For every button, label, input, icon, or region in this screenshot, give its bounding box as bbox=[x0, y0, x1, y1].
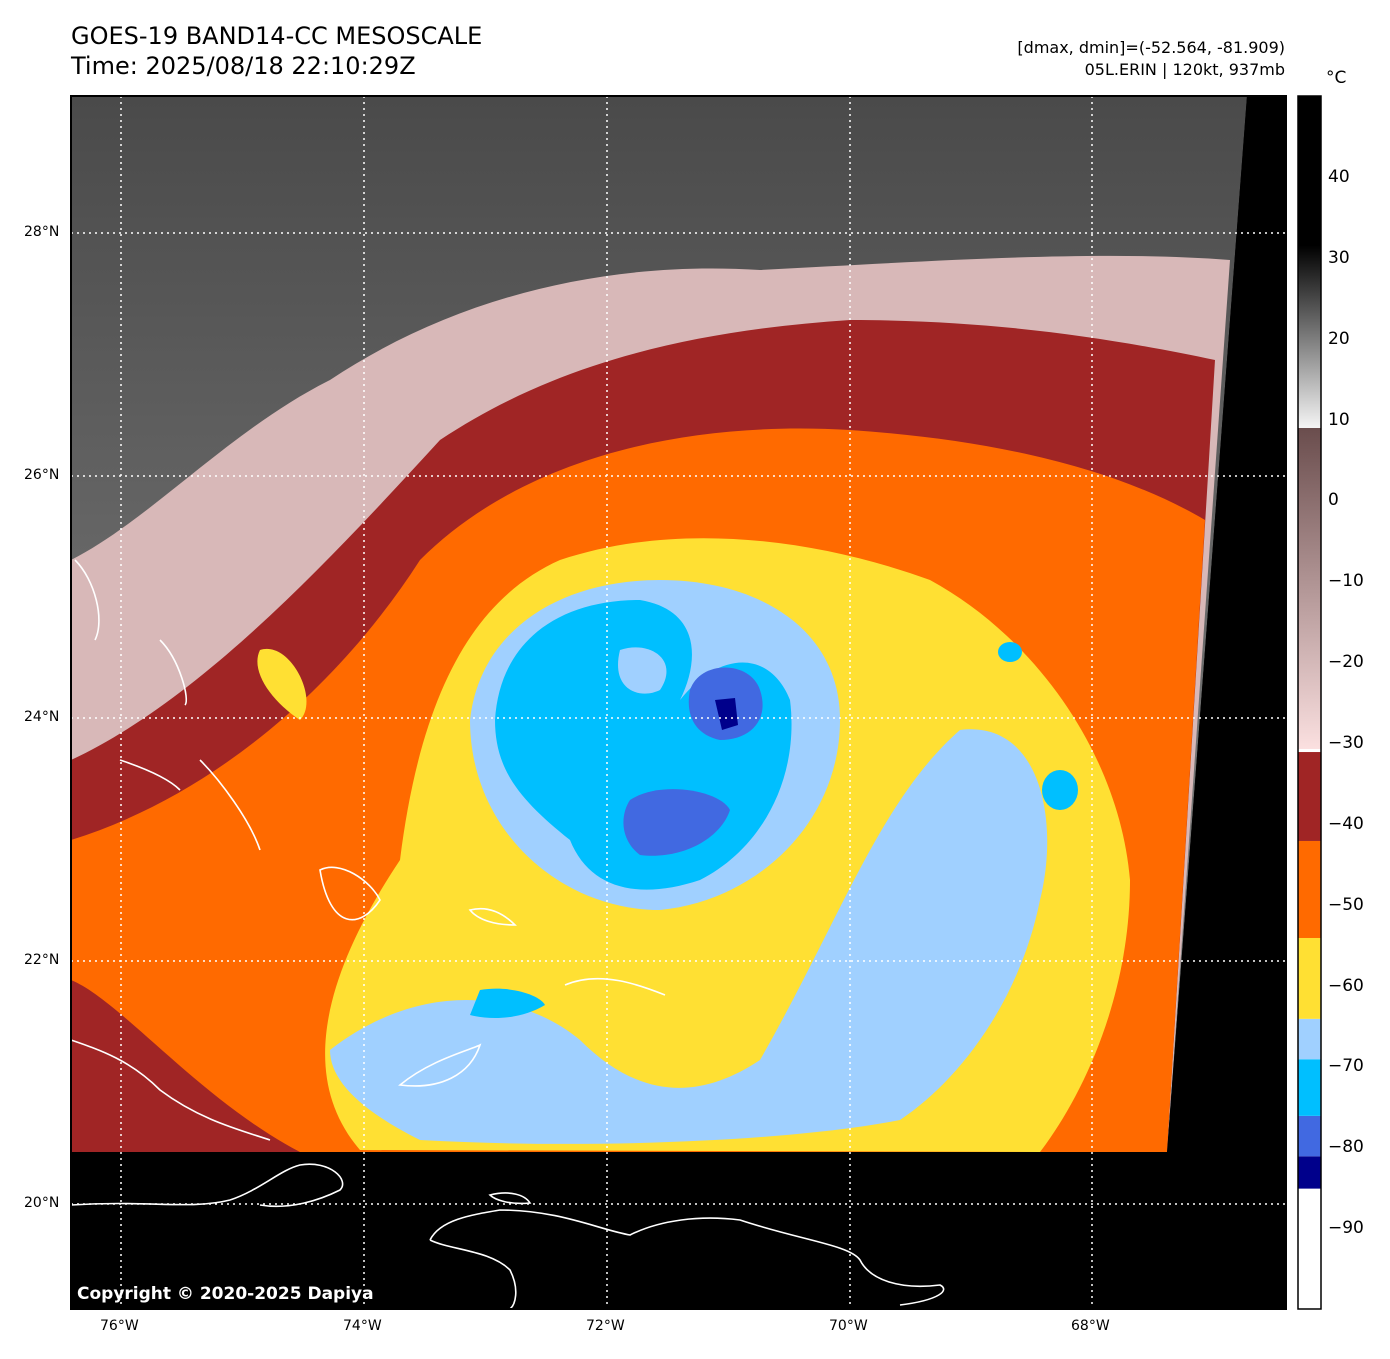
colorbar-tick-label: −20 bbox=[1328, 652, 1364, 673]
colorbar-tick-label: −40 bbox=[1328, 813, 1364, 834]
colorbar-frame bbox=[1297, 95, 1322, 1310]
lat-label: 22°N bbox=[24, 952, 60, 968]
colorbar-segment bbox=[1298, 937, 1321, 1019]
colorbar-tick-label: −50 bbox=[1328, 894, 1364, 915]
colorbar-segment bbox=[1298, 1188, 1321, 1310]
colorbar-segment-gray bbox=[1298, 96, 1321, 428]
chart-title: GOES-19 BAND14-CC MESOSCALE bbox=[71, 22, 483, 50]
colorbar-tick-label: −80 bbox=[1328, 1137, 1364, 1158]
lon-label: 68°W bbox=[1071, 1318, 1110, 1334]
gridlines bbox=[71, 96, 1286, 1309]
colorbar-segment bbox=[1298, 1156, 1321, 1189]
copyright: Copyright © 2020-2025 Dapiya bbox=[77, 1284, 374, 1304]
colorbar-segment bbox=[1298, 840, 1321, 938]
colorbar-tick-label: 40 bbox=[1328, 167, 1350, 187]
colorbar-tick-label: −90 bbox=[1328, 1218, 1364, 1239]
lat-label: 24°N bbox=[24, 709, 60, 725]
colorbar-tick-label: −10 bbox=[1328, 571, 1364, 592]
colorbar-unit: °C bbox=[1326, 68, 1347, 88]
colorbar-tick-label: 10 bbox=[1328, 409, 1350, 430]
colorbar-segment bbox=[1298, 1018, 1321, 1060]
colorbar-tick-label: 0 bbox=[1328, 490, 1339, 511]
lon-label: 72°W bbox=[586, 1318, 625, 1334]
colorbar-segment bbox=[1298, 752, 1321, 841]
plot-frame bbox=[70, 95, 1287, 1310]
temperature-range: [dmax, dmin]=(-52.564, -81.909) bbox=[1017, 38, 1285, 57]
colorbar-segment bbox=[1298, 1059, 1321, 1116]
colorbar bbox=[1298, 96, 1321, 1310]
coastlines bbox=[71, 559, 945, 1309]
lon-label: 74°W bbox=[343, 1318, 382, 1334]
lat-label: 20°N bbox=[24, 1195, 60, 1211]
lat-label: 26°N bbox=[24, 467, 60, 483]
lon-label: 76°W bbox=[100, 1318, 139, 1334]
colorbar-tick-label: −70 bbox=[1328, 1056, 1364, 1077]
colorbar-segment bbox=[1298, 1115, 1321, 1157]
colorbar-tick-label: −60 bbox=[1328, 975, 1364, 996]
colorbar-tick-label: 20 bbox=[1328, 328, 1350, 349]
satellite-imagery bbox=[71, 96, 1286, 1309]
colorbar-tick-label: 30 bbox=[1328, 247, 1350, 268]
colorbar-segment-brown bbox=[1298, 428, 1321, 749]
colorbar-tick-label: −30 bbox=[1328, 732, 1364, 753]
chart-time: Time: 2025/08/18 22:10:29Z bbox=[71, 52, 416, 80]
lat-label: 28°N bbox=[24, 224, 60, 240]
lon-label: 70°W bbox=[829, 1318, 868, 1334]
storm-info: 05L.ERIN | 120kt, 937mb bbox=[1084, 60, 1285, 79]
